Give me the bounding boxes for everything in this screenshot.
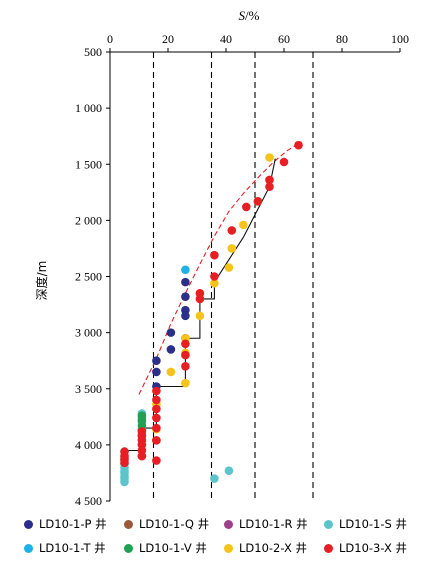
- legend-label: LD10-1-T 井: [39, 541, 106, 555]
- legend-item: LD10-1-S 井: [324, 516, 407, 532]
- legend-marker: [124, 519, 133, 529]
- y-tick-label: 4 000: [75, 438, 102, 452]
- data-point: [279, 157, 289, 167]
- legend-marker: [324, 519, 333, 529]
- data-point: [137, 451, 147, 461]
- data-point: [294, 140, 303, 150]
- data-point: [210, 474, 219, 483]
- legend-item: LD10-1-R 井: [224, 516, 308, 532]
- legend-label: LD10-3-X 井: [339, 541, 407, 555]
- x-axis-title: S/%: [239, 8, 260, 23]
- trend-lines: [123, 141, 302, 468]
- legend-item: LD10-2-X 井: [224, 540, 307, 556]
- data-point: [152, 436, 161, 445]
- data-point: [239, 220, 248, 230]
- y-tick-label: 500: [84, 45, 102, 59]
- data-point: [152, 404, 161, 414]
- x-tick-label: 60: [278, 32, 290, 46]
- data-point: [181, 339, 190, 349]
- data-point: [152, 386, 161, 396]
- data-point: [195, 289, 205, 298]
- legend-item: LD10-1-V 井: [124, 540, 207, 556]
- data-point: [265, 153, 274, 162]
- data-point: [181, 350, 190, 360]
- data-point: [166, 328, 176, 337]
- data-point: [181, 277, 190, 287]
- x-tick-label: 80: [336, 32, 348, 46]
- data-point: [152, 356, 161, 365]
- data-point: [152, 456, 161, 465]
- data-point: [166, 345, 176, 354]
- axis-labels: S/% 深度/m: [34, 8, 260, 300]
- data-point: [210, 278, 219, 288]
- x-tick-label: 0: [107, 32, 113, 46]
- legend-marker: [224, 543, 233, 553]
- legend-label: LD10-1-P 井: [39, 517, 107, 531]
- data-point: [181, 362, 190, 371]
- data-point: [181, 265, 190, 275]
- legend-item: LD10-1-Q 井: [124, 516, 209, 532]
- x-tick-label: 40: [220, 32, 232, 46]
- data-point: [210, 272, 219, 281]
- data-point: [120, 477, 129, 487]
- legend-item: LD10-1-T 井: [24, 540, 106, 556]
- series-points: [120, 140, 303, 468]
- y-tick-label: 1 500: [75, 157, 102, 171]
- y-axis-title: 深度/m: [34, 261, 49, 301]
- legend-marker: [24, 519, 33, 529]
- data-point: [166, 367, 176, 377]
- data-point: [120, 458, 129, 468]
- y-tick-label: 3 000: [75, 326, 102, 340]
- chart-axes: 0 20 40 60 80 100 500 1 000 1 500 2 000 2 500 3 000…: [75, 32, 409, 508]
- y-tick-label: 2 000: [75, 213, 102, 227]
- trend-line: [138, 141, 302, 395]
- data-point: [227, 244, 237, 253]
- data-point: [224, 466, 234, 475]
- data-point: [224, 263, 234, 272]
- legend-label: LD10-1-R 井: [239, 517, 308, 531]
- data-point: [152, 395, 161, 405]
- legend-marker: [224, 519, 233, 529]
- data-point: [227, 226, 237, 235]
- legend-label: LD10-2-X 井: [239, 541, 307, 555]
- data-point: [181, 292, 190, 302]
- y-tick-label: 1 000: [75, 101, 102, 115]
- data-point: [181, 378, 190, 388]
- data-point: [152, 423, 161, 433]
- y-tick-label: 3 500: [75, 382, 102, 396]
- data-points: [120, 140, 303, 487]
- x-tick-label: 100: [391, 32, 409, 46]
- y-tick-label: 2 500: [75, 270, 102, 284]
- legend-marker: [324, 543, 333, 553]
- legend-item: LD10-3-X 井: [324, 540, 407, 556]
- legend-item: LD10-1-P 井: [24, 516, 107, 532]
- data-point: [152, 413, 161, 423]
- data-point: [181, 311, 190, 321]
- data-point: [242, 202, 251, 212]
- data-point: [265, 175, 274, 185]
- legend-label: LD10-1-V 井: [139, 541, 207, 555]
- legend-marker: [24, 543, 33, 553]
- data-point: [265, 182, 274, 191]
- data-point: [152, 367, 161, 377]
- data-point: [195, 311, 205, 321]
- series-points: [181, 265, 190, 275]
- legend-label: LD10-1-Q 井: [139, 517, 210, 531]
- data-point: [210, 250, 219, 260]
- x-tick-label: 20: [162, 32, 174, 46]
- series-points: [120, 409, 234, 487]
- reference-lines: [152, 52, 314, 501]
- legend-label: LD10-1-S 井: [339, 517, 407, 531]
- legend-marker: [124, 543, 133, 553]
- y-tick-label: 4 500: [75, 494, 102, 508]
- data-point: [253, 196, 263, 206]
